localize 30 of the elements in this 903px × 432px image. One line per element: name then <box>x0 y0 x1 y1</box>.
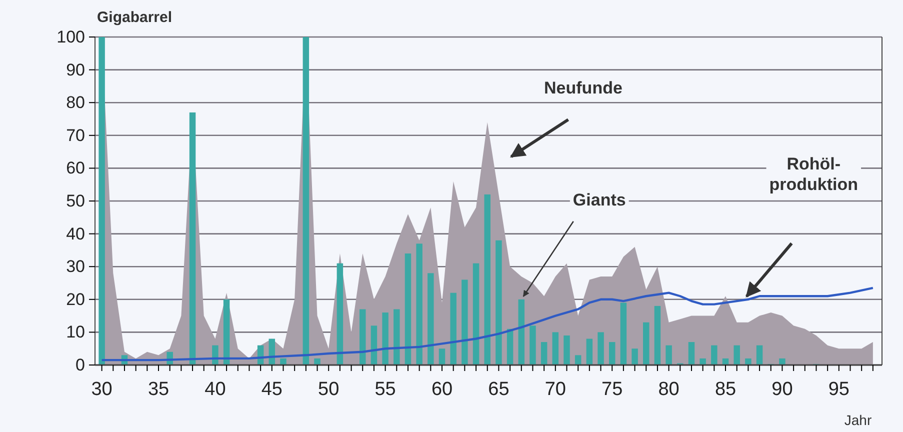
x-tick-label: 95 <box>828 378 850 400</box>
y-tick-label: 70 <box>66 126 85 145</box>
y-tick-label: 40 <box>66 224 85 244</box>
x-tick-label: 30 <box>91 378 112 400</box>
y-axis-title: Gigabarrel <box>97 9 172 26</box>
x-tick-label: 60 <box>431 378 453 400</box>
y-tick-label: 100 <box>56 27 85 46</box>
y-tick-label: 20 <box>66 290 85 309</box>
x-tick-label: 35 <box>148 378 170 400</box>
x-tick-label: 65 <box>488 378 510 400</box>
y-tick-label: 10 <box>66 322 85 342</box>
x-tick-label: 75 <box>602 378 623 400</box>
x-tick-label: 85 <box>714 378 736 400</box>
x-tick-label: 45 <box>261 378 282 400</box>
y-tick-label: 0 <box>76 355 85 374</box>
y-tick-label: 90 <box>66 60 85 80</box>
y-tick-label: 30 <box>66 257 85 276</box>
x-tick-label: 40 <box>204 378 226 400</box>
x-tick-label: 90 <box>772 378 793 400</box>
annotation: Giants <box>572 190 626 210</box>
x-tick-label: 55 <box>374 378 396 400</box>
x-tick-label: 80 <box>658 378 680 400</box>
x-axis-title: Jahr <box>844 412 872 428</box>
x-tick-label: 70 <box>544 378 566 400</box>
y-tick-label: 60 <box>66 158 85 178</box>
annotation: Rohöl- produktion <box>769 154 858 194</box>
annotation: Neufunde <box>544 78 622 98</box>
x-tick-label: 50 <box>318 378 340 400</box>
y-tick-label: 50 <box>66 191 85 210</box>
y-tick-label: 80 <box>66 93 85 112</box>
